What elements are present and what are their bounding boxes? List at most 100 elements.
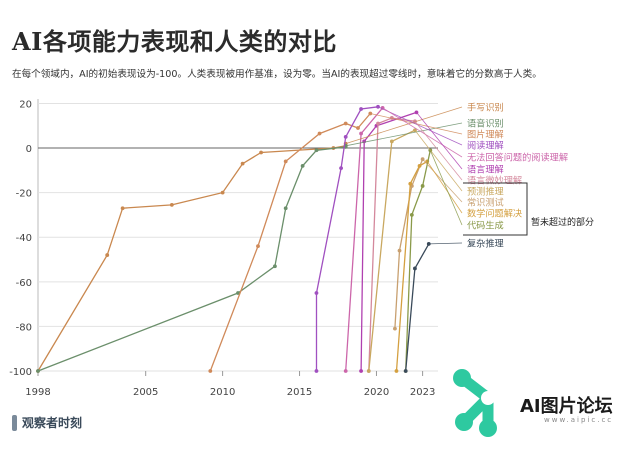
- series-path: [394, 158, 424, 329]
- x-tick-label: 2010: [210, 387, 235, 398]
- data-point: [397, 248, 402, 253]
- data-point: [273, 264, 277, 269]
- brand-mark-icon: [12, 414, 17, 431]
- x-tick-label: 2015: [287, 387, 312, 398]
- data-point: [403, 369, 408, 373]
- y-tick-label: -80: [16, 322, 32, 333]
- data-point: [409, 213, 414, 217]
- data-point: [300, 163, 305, 168]
- data-point: [343, 369, 348, 373]
- watermark-url: www.aipic.cc: [544, 416, 614, 424]
- data-point: [283, 206, 288, 211]
- data-point: [256, 244, 260, 249]
- series-label: 语言微妙理解: [467, 175, 522, 187]
- data-point: [359, 131, 363, 136]
- page-subtitle: 在每个领域内，AI的初始表现设为-100。人类表现被用作基准，设为零。当AI的表…: [12, 69, 542, 80]
- series-path: [395, 160, 428, 372]
- y-tick-label: -40: [16, 233, 32, 244]
- series-label: 语言理解: [467, 164, 504, 176]
- data-point: [236, 291, 240, 295]
- series-label: 预测推理: [467, 186, 504, 198]
- brand-logo: 观察者时刻: [12, 414, 82, 431]
- y-tick-label: -60: [16, 278, 32, 289]
- leader-line: [428, 242, 463, 245]
- data-point: [317, 131, 322, 136]
- data-point: [426, 242, 431, 246]
- data-point: [283, 159, 288, 164]
- leader-line: [345, 122, 463, 147]
- y-tick-label: 0: [26, 144, 32, 155]
- series-label: 手写识别: [467, 102, 504, 114]
- series-path: [368, 117, 415, 372]
- series-line: [208, 111, 373, 373]
- series-label: 语音识别: [467, 118, 504, 130]
- series-path: [405, 243, 430, 372]
- data-point: [314, 369, 319, 373]
- data-point: [220, 190, 225, 195]
- data-point: [359, 107, 363, 111]
- data-point: [408, 181, 413, 186]
- data-point: [359, 369, 363, 373]
- data-point: [120, 206, 125, 211]
- leader-line: [426, 161, 463, 214]
- series-layer: [36, 104, 433, 373]
- series-line: [36, 141, 348, 373]
- page-title: AI各项能力表现和人类的对比: [12, 27, 337, 56]
- grid-layer: [37, 99, 438, 372]
- y-tick-label: -100: [9, 367, 32, 378]
- leader-line: [414, 129, 463, 192]
- leader-line: [382, 107, 463, 158]
- data-point: [393, 326, 397, 331]
- series-line: [36, 143, 348, 373]
- x-tick-label: 2023: [410, 387, 435, 398]
- series-label: 阅读理解: [467, 140, 504, 152]
- data-point: [314, 291, 319, 295]
- data-point: [343, 135, 348, 139]
- series-path: [368, 129, 416, 372]
- series-label: 代码生成: [467, 220, 504, 232]
- data-point: [417, 163, 422, 168]
- data-point: [356, 126, 360, 130]
- data-point: [259, 150, 263, 155]
- x-tick-label: 2020: [364, 387, 389, 398]
- data-point: [208, 369, 213, 373]
- data-point: [394, 369, 399, 373]
- y-tick-label: -20: [16, 189, 32, 200]
- series-label: 数学问题解决: [467, 208, 522, 220]
- series-path: [37, 145, 347, 372]
- group-label: 暂未超过的部分: [531, 216, 594, 228]
- brand-name: 观察者时刻: [22, 416, 83, 430]
- data-point: [413, 266, 417, 271]
- tick-layer: 20 0 -20 -40 -60 -80 -100 1998 2005 2010 2015 2020 2…: [9, 99, 435, 398]
- data-point: [420, 184, 425, 188]
- data-point: [36, 369, 40, 373]
- series-path: [315, 106, 379, 371]
- series-label: 复杂推理: [467, 238, 504, 250]
- watermark-text: AI图片论坛: [520, 396, 613, 417]
- y-tick-label: 20: [19, 99, 32, 110]
- series-path: [360, 111, 417, 372]
- data-point: [169, 203, 174, 207]
- leader-line: [416, 112, 463, 170]
- x-tick-label: 1998: [25, 387, 50, 398]
- leader-line: [422, 158, 463, 203]
- series-label: 无法回答问题的阅读理解: [467, 152, 568, 164]
- leader-line: [429, 150, 463, 226]
- watermark-network-icon: [453, 369, 497, 437]
- series-label: 图片理解: [467, 129, 504, 141]
- data-point: [240, 161, 245, 166]
- x-tick-label: 2005: [133, 387, 158, 398]
- series-path: [209, 113, 371, 372]
- series-line: [394, 159, 430, 373]
- data-point: [389, 139, 394, 144]
- data-point: [339, 166, 343, 171]
- leader-line: [377, 106, 463, 146]
- data-point: [105, 253, 110, 257]
- leader-line: [414, 121, 463, 181]
- group-bracket: [463, 182, 528, 236]
- series-path: [37, 143, 347, 372]
- data-point: [376, 121, 380, 126]
- series-line: [403, 242, 431, 373]
- series-path: [405, 150, 431, 372]
